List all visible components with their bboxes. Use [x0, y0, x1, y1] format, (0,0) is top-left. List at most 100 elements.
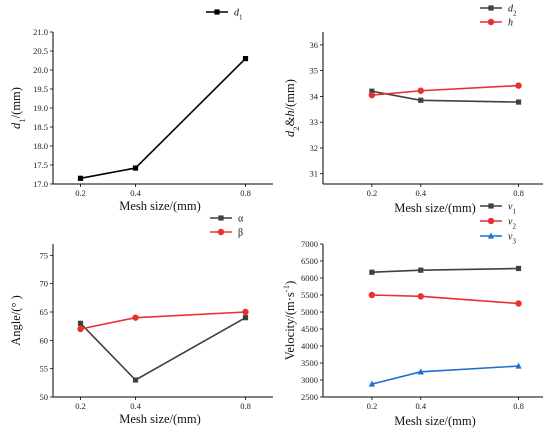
legend-marker: [218, 215, 224, 221]
data-point: [417, 368, 424, 375]
series-line: [371, 267, 519, 274]
x-axis-title: Mesh size/(mm): [119, 199, 201, 213]
legend-label: d2: [508, 4, 517, 18]
y-tick-label: 5000: [301, 307, 318, 317]
legend-marker: [217, 228, 225, 236]
data-point: [77, 175, 84, 181]
y-tick-label: 36: [310, 40, 319, 50]
chart-panel-3: 50 55 60 65 70 75 0.2 0.4 0.8 Mesh size/(mm) Angle…: [9, 214, 273, 426]
legend-label: h: [508, 18, 513, 29]
data-point: [515, 300, 522, 307]
x-tick-label: 0.2: [75, 401, 86, 411]
data-point: [369, 88, 375, 94]
y-tick-label: 6000: [301, 273, 318, 283]
x-tick-label: 0.8: [513, 188, 524, 198]
x-tick-label: 0.2: [367, 188, 378, 198]
y-tick-label: 20.5: [33, 46, 48, 56]
data-point: [417, 87, 424, 94]
y-tick-label: 55: [40, 364, 49, 374]
data-point: [242, 315, 249, 321]
x-tick-label: 0.8: [513, 401, 524, 411]
y-tick-label: 5500: [301, 290, 318, 300]
legend-label: d1: [234, 8, 243, 22]
data-point: [418, 97, 424, 103]
series-line: [80, 58, 247, 180]
data-point: [132, 165, 139, 171]
data-point: [515, 99, 522, 105]
y-tick-label: 2500: [301, 392, 318, 402]
data-point: [369, 269, 375, 275]
data-point: [368, 380, 375, 387]
x-axis-title: Mesh size/(mm): [394, 414, 476, 428]
y-tick-label: 3000: [301, 375, 318, 385]
y-tick-label: 31: [310, 169, 319, 179]
legend-marker: [487, 217, 495, 225]
data-point: [77, 320, 84, 326]
chart-panel-1: 17.0 17.5 18.0 18.5 19.0 19.5 20.0 20.5 21.0 0.2 0…: [9, 8, 273, 213]
y-tick-label: 35: [310, 66, 319, 76]
data-point: [515, 265, 522, 272]
data-point: [515, 362, 522, 369]
legend-label: α: [238, 214, 244, 225]
x-tick-label: 0.8: [240, 401, 251, 411]
data-point: [368, 291, 376, 299]
y-tick-label: 75: [40, 250, 49, 260]
y-axis-title: d2&h/(mm): [283, 79, 301, 137]
y-tick-label: 7000: [301, 239, 318, 249]
legend-marker: [487, 18, 495, 26]
chart-panel-2: 31 32 33 34 35 36 0.2 0.4 0.8 Mesh size/(mm) d2&h/…: [283, 4, 543, 215]
series-line: [371, 365, 519, 385]
y-tick-label: 17.0: [33, 179, 48, 189]
chart-panel-4: 2500 3000 3500 4000 4500 5000 5500 6000 6500 7000…: [281, 202, 543, 428]
y-tick-label: 19.5: [33, 84, 48, 94]
series-line: [371, 84, 519, 96]
x-tick-label: 0.4: [415, 188, 426, 198]
legend-marker: [487, 232, 495, 239]
y-tick-label: 3500: [301, 358, 318, 368]
x-axis-title: Mesh size/(mm): [394, 201, 476, 215]
legend-marker: [214, 9, 220, 15]
legend-marker: [488, 203, 494, 209]
data-point: [417, 293, 424, 300]
legend-label: v2: [508, 217, 516, 231]
series-line: [80, 311, 246, 330]
y-tick-label: 33: [310, 117, 319, 127]
y-tick-label: 50: [40, 392, 49, 402]
y-axis-title: d1/(mm): [9, 87, 27, 129]
y-tick-label: 17.5: [33, 160, 48, 170]
x-tick-label: 0.4: [415, 401, 426, 411]
data-point: [77, 325, 84, 333]
x-tick-label: 0.4: [130, 188, 141, 198]
legend-marker: [488, 5, 494, 11]
series-line: [79, 316, 246, 382]
x-tick-label: 0.2: [367, 401, 378, 411]
y-tick-label: 34: [310, 91, 319, 101]
y-tick-label: 4000: [301, 341, 318, 351]
y-tick-label: 70: [40, 279, 49, 289]
y-tick-label: 18.0: [33, 141, 48, 151]
x-axis-title: Mesh size/(mm): [119, 412, 201, 426]
data-point: [132, 377, 139, 383]
legend-label: β: [238, 228, 243, 239]
data-point: [242, 308, 249, 316]
data-point: [242, 56, 249, 62]
series-line: [371, 294, 519, 305]
y-tick-label: 4500: [301, 324, 318, 334]
data-point: [368, 91, 376, 99]
legend-label: v3: [508, 232, 516, 246]
y-tick-label: 65: [40, 307, 49, 317]
legend-label: v1: [508, 202, 516, 216]
y-tick-label: 18.5: [33, 122, 48, 132]
y-tick-label: 21.0: [33, 27, 48, 37]
x-tick-label: 0.2: [75, 188, 86, 198]
x-tick-label: 0.4: [130, 401, 141, 411]
y-axis-title: Velocity/(m·s-1): [281, 281, 297, 361]
y-tick-label: 6500: [301, 256, 318, 266]
y-tick-label: 60: [40, 335, 49, 345]
y-axis-title: Angle/(° ): [9, 295, 23, 345]
y-tick-label: 32: [310, 143, 319, 153]
data-point: [418, 267, 424, 273]
y-tick-label: 20.0: [33, 65, 48, 75]
x-tick-label: 0.8: [240, 188, 251, 198]
